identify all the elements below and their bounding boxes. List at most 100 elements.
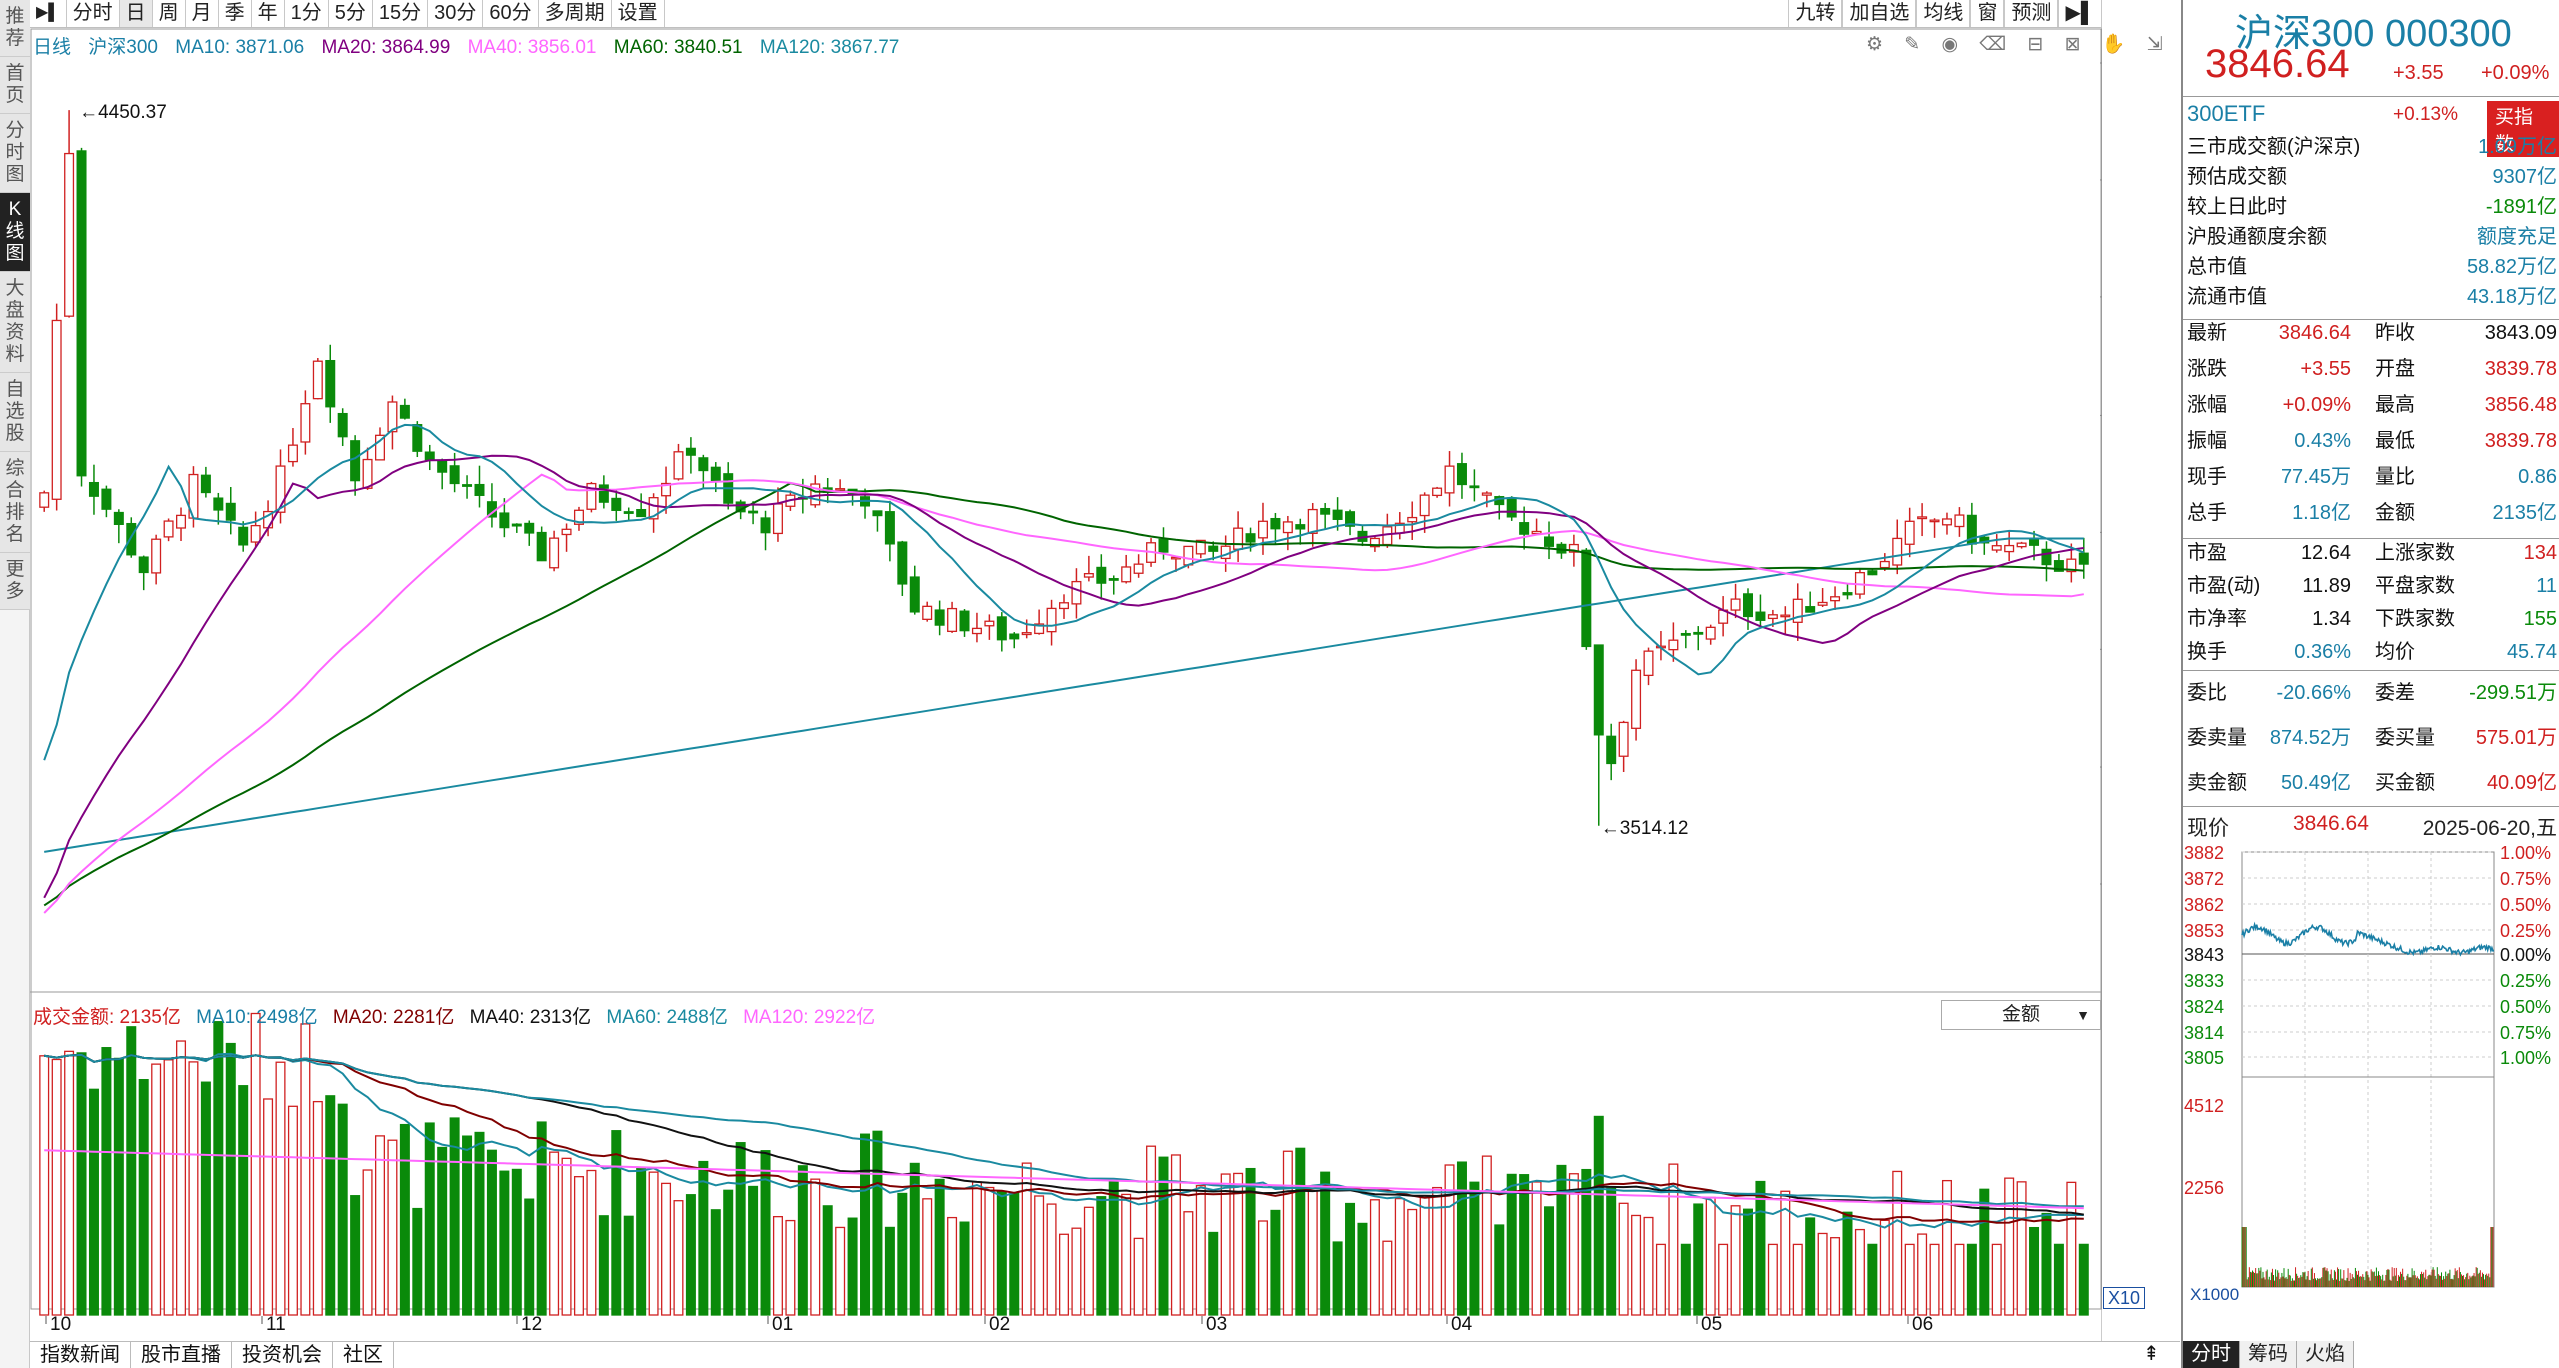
toolbar-right-0[interactable]: 九转 — [1788, 0, 1843, 27]
volume-bar — [2004, 1177, 2015, 1316]
mini-vol-tick: 4512 — [2184, 1096, 2224, 1116]
quote-label: 上涨家数 — [2375, 542, 2455, 564]
period-tab-6[interactable]: 1分 — [285, 0, 329, 27]
period-tab-10[interactable]: 60分 — [483, 0, 539, 27]
period-tab-11[interactable]: 多周期 — [539, 0, 612, 27]
quote2-row: 市净率 1.34 下跌家数 155 — [2187, 602, 2557, 636]
volume-bar — [499, 1170, 510, 1316]
candle-body — [312, 360, 323, 400]
bottom-tab-2[interactable]: 投资机会 — [232, 1342, 333, 1368]
period-label: 日线 — [33, 37, 72, 58]
bottom-tab-1[interactable]: 股市直播 — [131, 1342, 232, 1368]
toolbar-right-1[interactable]: 加自选 — [1842, 0, 1917, 27]
volume-bar — [2078, 1243, 2089, 1316]
volume-bar — [922, 1198, 933, 1316]
stat-value: 43.18万亿 — [2466, 286, 2557, 308]
etf-pct: +0.13% — [2393, 104, 2458, 125]
toolbar-right-3[interactable]: 窗 — [1970, 0, 2005, 27]
candle-body — [685, 447, 696, 456]
period-tab-12[interactable]: 设置 — [612, 0, 665, 27]
quote-value: 3839.78 — [2484, 358, 2557, 380]
quote-value: -299.51万 — [2469, 682, 2557, 704]
volume-bar — [661, 1182, 672, 1316]
month-label: 12 — [521, 1314, 542, 1335]
kline-chart[interactable]: 451243594206405138983745359134381130849.… — [30, 28, 2102, 1341]
quote-label: 量比 — [2375, 466, 2415, 488]
right-tab-1[interactable]: 筹码 — [2240, 1341, 2297, 1368]
candle-body — [561, 528, 572, 536]
volume-bar — [374, 1135, 386, 1316]
quote-value: +3.55 — [2300, 358, 2351, 380]
quote-value: 0.36% — [2294, 641, 2351, 663]
vol-ma10: MA10: 2498亿 — [196, 1007, 318, 1028]
candle-body — [511, 523, 522, 527]
volume-bar — [1941, 1179, 1952, 1316]
chart-tools[interactable]: ⚙ ✎ ◉ ⌫ ⊟ ⊠ ✋ ⇲ ⊕ ⊖ — [1866, 34, 2246, 55]
candle-body — [76, 150, 87, 477]
quote-label: 委买量 — [2375, 727, 2435, 749]
period-tab-7[interactable]: 5分 — [329, 0, 373, 27]
quote-value: 11.89 — [2302, 575, 2351, 597]
quote-label: 振幅 — [2187, 430, 2227, 452]
mini-pct-tick: 0.25% — [2500, 971, 2551, 991]
right-tab-2[interactable]: 火焰 — [2297, 1341, 2354, 1368]
period-tab-5[interactable]: 年 — [252, 0, 285, 27]
volume-bar — [1369, 1199, 1380, 1316]
right-tab-0[interactable]: 分时 — [2183, 1341, 2240, 1368]
candle-body — [1469, 485, 1480, 489]
toolbar-right-2[interactable]: 均线 — [1916, 0, 1971, 27]
candle-body — [1917, 516, 1928, 520]
quote-value: 11 — [2536, 575, 2557, 597]
stat-label: 总市值 — [2187, 256, 2247, 278]
volume-bar — [213, 1021, 224, 1316]
pin-icon[interactable]: ⇞ — [2143, 1343, 2160, 1365]
period-tab-4[interactable]: 季 — [219, 0, 252, 27]
quote-value: 3839.78 — [2484, 430, 2557, 452]
volume-bar — [1593, 1115, 1604, 1316]
period-tab-0[interactable]: 分时 — [67, 0, 120, 27]
period-tab-8[interactable]: 15分 — [373, 0, 429, 27]
period-tab-3[interactable]: 月 — [186, 0, 219, 27]
mini-pct-tick: 0.00% — [2500, 945, 2551, 965]
candle-body — [1842, 592, 1853, 596]
candle-body — [1046, 607, 1057, 633]
mini-price-tick: 3872 — [2184, 869, 2224, 889]
left-tab-4[interactable]: 大盘资料 — [0, 272, 30, 373]
volume-bar — [1718, 1243, 1729, 1316]
volume-bar — [462, 1135, 473, 1316]
period-tab-1[interactable]: 日 — [119, 0, 153, 27]
left-tab-7[interactable]: 更多 — [0, 553, 30, 610]
left-tab-5[interactable]: 自选股 — [0, 373, 30, 452]
volume-type-select[interactable]: 金额 ▼ — [1941, 1000, 2101, 1030]
bottom-tab-3[interactable]: 社区 — [333, 1342, 394, 1368]
candle-body — [598, 484, 609, 503]
volume-bar — [424, 1122, 435, 1316]
candle-body — [1519, 522, 1530, 535]
left-tab-2[interactable]: 分时图 — [0, 114, 30, 193]
collapse-left-icon[interactable]: ▶▌ — [30, 0, 67, 27]
volume-bar — [337, 1103, 348, 1316]
volume-bar — [748, 1185, 759, 1316]
vol-ma120: MA120: 2922亿 — [743, 1007, 876, 1028]
period-tab-9[interactable]: 30分 — [428, 0, 484, 27]
candle-body — [250, 524, 261, 543]
ma20-line — [43, 454, 2084, 899]
month-label: 03 — [1206, 1314, 1227, 1335]
quote-row: 总手 1.18亿 金额 2135亿 — [2187, 496, 2557, 530]
quote-value: 3843.09 — [2484, 322, 2557, 344]
intraday-mini-chart[interactable]: 3882 1.00% 3872 0.75% 3862 0.50% 3853 0.25% 3843… — [2182, 842, 2558, 1338]
toolbar-right-4[interactable]: 预测 — [2004, 0, 2059, 27]
expand-right-icon[interactable]: ▶▌ — [2058, 0, 2102, 27]
left-tab-1[interactable]: 首页 — [0, 57, 30, 114]
candle-body — [1183, 545, 1194, 566]
buy-index-button[interactable]: 买指数 — [2487, 101, 2559, 157]
left-tab-0[interactable]: 推荐 — [0, 0, 30, 57]
vol-scale-label: X10 — [2103, 1287, 2146, 1309]
etf-link[interactable]: 300ETF — [2187, 101, 2266, 126]
volume-bar — [1071, 1227, 1082, 1316]
period-tab-2[interactable]: 周 — [153, 0, 186, 27]
bottom-tab-0[interactable]: 指数新闻 — [30, 1342, 131, 1368]
volume-bar — [872, 1130, 883, 1316]
left-tab-6[interactable]: 综合排名 — [0, 452, 30, 553]
